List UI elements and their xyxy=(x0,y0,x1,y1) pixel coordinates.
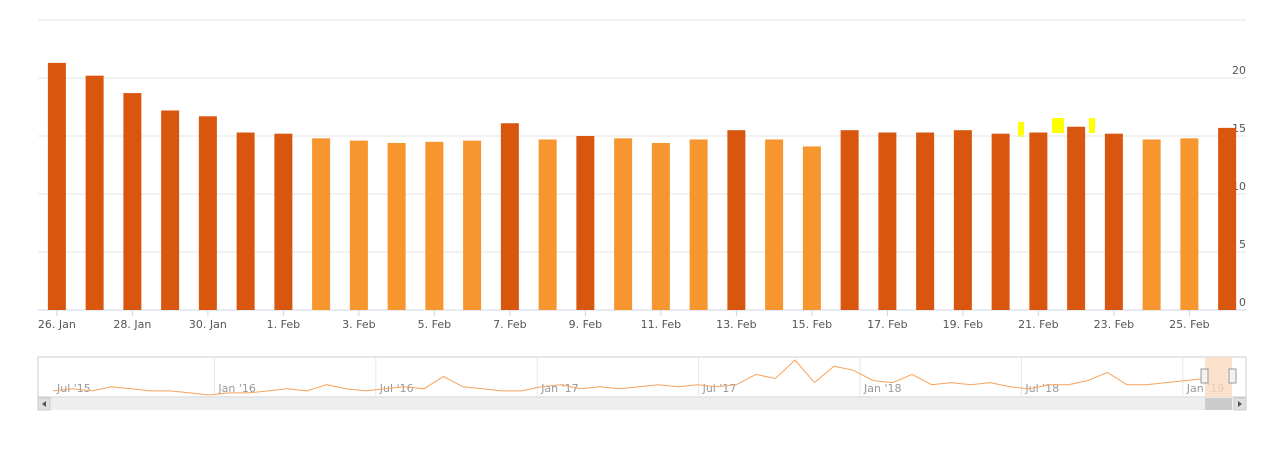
x-tick-label: 5. Feb xyxy=(418,318,451,331)
bar xyxy=(500,123,519,311)
y-tick-label: 0 xyxy=(1239,296,1246,309)
x-tick-label: 11. Feb xyxy=(641,318,681,331)
bar xyxy=(1180,138,1199,310)
bar xyxy=(161,110,180,310)
bar xyxy=(802,146,821,310)
x-tick-label: 1. Feb xyxy=(267,318,300,331)
bar xyxy=(614,138,633,310)
x-tick-label: 21. Feb xyxy=(1018,318,1058,331)
x-tick-label: 9. Feb xyxy=(569,318,602,331)
bar xyxy=(538,139,557,310)
x-tick-label: 7. Feb xyxy=(493,318,526,331)
bar xyxy=(916,132,935,310)
navigator-label: Jan '17 xyxy=(540,382,578,395)
x-tick-label: 3. Feb xyxy=(342,318,375,331)
bar xyxy=(463,140,482,310)
x-tick-label: 17. Feb xyxy=(867,318,907,331)
x-tick-label: 28. Jan xyxy=(113,318,151,331)
x-tick-label: 26. Jan xyxy=(38,318,76,331)
bar xyxy=(689,139,708,310)
scroll-thumb[interactable] xyxy=(1205,398,1232,410)
navigator-handle[interactable] xyxy=(1200,368,1209,384)
bar xyxy=(576,136,595,310)
bar xyxy=(1104,133,1123,310)
y-tick-label: 5 xyxy=(1239,238,1246,251)
x-tick-label: 30. Jan xyxy=(189,318,227,331)
navigator-handle[interactable] xyxy=(1228,368,1237,384)
bar xyxy=(1142,139,1161,310)
x-tick-label: 23. Feb xyxy=(1094,318,1134,331)
navigator: Jul '15 Jan '16 Jul '16 Jan '17 Jul '17 Jan '… xyxy=(37,356,1247,411)
navigator-line xyxy=(52,359,1206,396)
bar xyxy=(274,133,293,310)
bar xyxy=(953,130,972,310)
bar xyxy=(991,133,1010,310)
navigator-selection[interactable] xyxy=(1205,357,1232,397)
navigator-label: Jan '16 xyxy=(217,382,255,395)
arrow xyxy=(42,401,46,407)
x-tick-label: 25. Feb xyxy=(1169,318,1209,331)
x-tick-label: 15. Feb xyxy=(792,318,832,331)
x-tick-label: 13. Feb xyxy=(716,318,756,331)
navigator-label: Jul '18 xyxy=(1024,382,1059,395)
bar xyxy=(765,139,784,310)
navigator-label: Jan '18 xyxy=(863,382,901,395)
navigator-label: Jul '16 xyxy=(379,382,414,395)
highlight xyxy=(1052,118,1064,133)
bar xyxy=(47,62,66,310)
bar xyxy=(1067,126,1086,310)
bar xyxy=(1029,132,1048,310)
scrollbar[interactable] xyxy=(38,398,1246,410)
bar xyxy=(236,132,255,310)
highlight xyxy=(1089,118,1095,133)
bar xyxy=(387,142,406,310)
bar xyxy=(727,130,746,310)
bar xyxy=(349,140,368,310)
bar xyxy=(425,141,444,310)
bar xyxy=(198,116,217,310)
bar xyxy=(651,142,670,310)
arrow xyxy=(1238,401,1242,407)
bar xyxy=(878,132,897,310)
navigator-label: Jul '17 xyxy=(702,382,737,395)
bar xyxy=(123,93,142,310)
bar xyxy=(312,138,331,310)
bar xyxy=(840,130,859,310)
bar xyxy=(85,75,104,311)
x-tick-label: 19. Feb xyxy=(943,318,983,331)
y-tick-label: 20 xyxy=(1232,64,1246,77)
navigator-frame xyxy=(37,356,1247,398)
bar xyxy=(1218,127,1237,310)
highlight xyxy=(1018,122,1024,137)
